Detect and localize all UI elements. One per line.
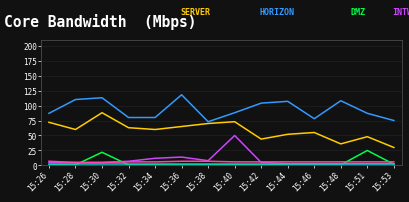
Text: Core Bandwidth  (Mbps): Core Bandwidth (Mbps) [4, 14, 196, 30]
Text: DMZ: DMZ [349, 8, 364, 17]
Text: HORIZON: HORIZON [258, 8, 293, 17]
Text: INTWIFI: INTWIFI [391, 8, 409, 17]
Text: SERVER: SERVER [180, 8, 210, 17]
